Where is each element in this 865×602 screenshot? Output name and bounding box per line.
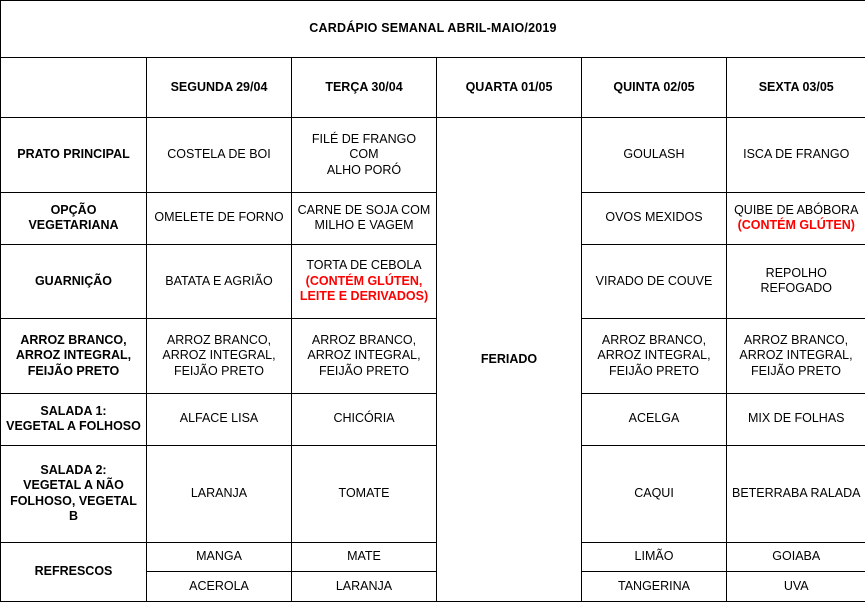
cell-prato-principal-segunda: COSTELA DE BOI — [146, 117, 292, 193]
cell-text-line: FEIJÃO PRETO — [608, 363, 700, 378]
title-row: CARDÁPIO SEMANAL ABRIL-MAIO/2019 — [0, 0, 865, 58]
cell-text-line: ARROZ BRANCO, — [601, 332, 707, 347]
cell-prato-principal-quinta: GOULASH — [581, 117, 727, 193]
cell-guarnicao-sexta: REPOLHO REFOGADO — [726, 243, 865, 320]
cell-opcao-vegetariana-segunda: OMELETE DE FORNO — [146, 191, 292, 245]
allergen-warning-gluten: (CONTÉM GLÚTEN) — [737, 218, 855, 233]
table-row: ACEROLA LARANJA TANGERINA UVA — [1, 571, 865, 602]
allergen-warning-gluten-line1: (CONTÉM GLÚTEN, — [305, 273, 423, 288]
cell-text-line: FILÉ DE FRANGO COM — [311, 131, 417, 162]
cell-text-line: TORTA DE CEBOLA — [306, 258, 422, 273]
cell-refrescos1-quinta: LIMÃO — [581, 541, 727, 573]
cell-text-line: ARROZ INTEGRAL, — [162, 348, 276, 363]
cell-refrescos2-terca: LARANJA — [291, 571, 437, 602]
row-label-opcao-vegetariana: OPÇÃO VEGETARIANA — [0, 191, 147, 245]
day-header-row: SEGUNDA 29/04 TERÇA 30/04 QUARTA 01/05 Q… — [0, 57, 865, 118]
row-label-salada-2: SALADA 2: VEGETAL A NÃO FOLHOSO, VEGETAL… — [0, 444, 147, 543]
cell-holiday-quarta: FERIADO — [436, 117, 582, 602]
cell-graos-segunda: ARROZ BRANCO, ARROZ INTEGRAL, FEIJÃO PRE… — [146, 318, 292, 394]
cell-graos-quinta: ARROZ BRANCO, ARROZ INTEGRAL, FEIJÃO PRE… — [581, 318, 727, 394]
cell-refrescos2-segunda: ACEROLA — [146, 571, 292, 602]
row-label-refrescos: REFRESCOS — [0, 541, 147, 602]
cell-refrescos1-segunda: MANGA — [146, 541, 292, 573]
cell-salada2-sexta: BETERRABA RALADA — [726, 444, 865, 543]
table-row: ARROZ BRANCO, ARROZ INTEGRAL, FEIJÃO PRE… — [0, 318, 865, 394]
cell-text-line: QUIBE DE ABÓBORA — [734, 202, 859, 217]
cell-opcao-vegetariana-quinta: OVOS MEXIDOS — [581, 191, 727, 245]
cell-salada1-segunda: ALFACE LISA — [146, 392, 292, 446]
cell-salada1-terca: CHICÓRIA — [291, 392, 437, 446]
cell-refrescos2-sexta: UVA — [726, 571, 865, 602]
cell-salada2-segunda: LARANJA — [146, 444, 292, 543]
day-header-segunda: SEGUNDA 29/04 — [146, 57, 292, 118]
cell-text-line: CARNE DE SOJA COM — [297, 202, 431, 217]
cell-prato-principal-sexta: ISCA DE FRANGO — [726, 117, 865, 193]
cell-text-line: FOLHOSO, VEGETAL B — [10, 493, 137, 524]
table-row: REFRESCOS MANGA MATE LIMÃO GOIABA — [0, 541, 865, 602]
row-label-salada-1: SALADA 1: VEGETAL A FOLHOSO — [0, 392, 147, 446]
cell-text-line: SALADA 2: — [40, 462, 107, 477]
cell-opcao-vegetariana-terca: CARNE DE SOJA COM MILHO E VAGEM — [291, 191, 437, 245]
cell-salada2-quinta: CAQUI — [581, 444, 727, 543]
table-row: PRATO PRINCIPAL COSTELA DE BOI FILÉ DE F… — [0, 117, 865, 602]
cell-text-line: VEGETAL A NÃO — [23, 478, 124, 493]
cell-text-line: FEIJÃO PRETO — [750, 363, 842, 378]
allergen-warning-gluten-line2: LEITE E DERIVADOS) — [299, 289, 429, 304]
cell-salada1-quinta: ACELGA — [581, 392, 727, 446]
cell-text-line: FEIJÃO PRETO — [318, 363, 410, 378]
cell-text-line: ARROZ BRANCO, — [743, 332, 849, 347]
cell-text-line: ARROZ BRANCO, — [311, 332, 417, 347]
page-title: CARDÁPIO SEMANAL ABRIL-MAIO/2019 — [0, 0, 865, 58]
table-row: OPÇÃO VEGETARIANA OMELETE DE FORNO CARNE… — [0, 191, 865, 245]
cell-guarnicao-terca: TORTA DE CEBOLA (CONTÉM GLÚTEN, LEITE E … — [291, 243, 437, 320]
cell-refrescos1-sexta: GOIABA — [726, 541, 865, 573]
cell-text-line: ARROZ BRANCO, — [166, 332, 272, 347]
cell-text-line: FEIJÃO PRETO — [173, 363, 265, 378]
cell-graos-terca: ARROZ BRANCO, ARROZ INTEGRAL, FEIJÃO PRE… — [291, 318, 437, 394]
day-header-sexta: SEXTA 03/05 — [726, 57, 865, 118]
cell-text-line: ARROZ INTEGRAL, — [15, 348, 132, 363]
cell-refrescos1-terca: MATE — [291, 541, 437, 573]
cell-text-line: ARROZ BRANCO, — [20, 332, 127, 347]
cell-text-line: ARROZ INTEGRAL, — [739, 348, 853, 363]
row-label-graos: ARROZ BRANCO, ARROZ INTEGRAL, FEIJÃO PRE… — [0, 318, 147, 394]
cell-graos-sexta: ARROZ BRANCO, ARROZ INTEGRAL, FEIJÃO PRE… — [726, 318, 865, 394]
cell-text-line: ALHO PORÓ — [326, 162, 402, 177]
day-header-quarta: QUARTA 01/05 — [436, 57, 582, 118]
cell-refrescos2-quinta: TANGERINA — [581, 571, 727, 602]
day-header-terca: TERÇA 30/04 — [291, 57, 437, 118]
cell-prato-principal-terca: FILÉ DE FRANGO COM ALHO PORÓ — [291, 117, 437, 193]
cell-text-line: VEGETAL A FOLHOSO — [6, 419, 141, 434]
cell-text-line: ARROZ INTEGRAL, — [307, 348, 421, 363]
cell-opcao-vegetariana-sexta: QUIBE DE ABÓBORA (CONTÉM GLÚTEN) — [726, 191, 865, 245]
cell-guarnicao-segunda: BATATA E AGRIÃO — [146, 243, 292, 320]
cell-text-line: FEIJÃO PRETO — [27, 363, 120, 378]
cell-guarnicao-quinta: VIRADO DE COUVE — [581, 243, 727, 320]
table-corner-cell — [0, 57, 147, 118]
row-label-prato-principal: PRATO PRINCIPAL — [0, 117, 147, 193]
table-row: GUARNIÇÃO BATATA E AGRIÃO TORTA DE CEBOL… — [0, 243, 865, 320]
table-row: SALADA 1: VEGETAL A FOLHOSO ALFACE LISA … — [0, 392, 865, 446]
cell-salada1-sexta: MIX DE FOLHAS — [726, 392, 865, 446]
cell-salada2-terca: TOMATE — [291, 444, 437, 543]
cell-text-line: ARROZ INTEGRAL, — [597, 348, 711, 363]
cell-text-line: MILHO E VAGEM — [314, 218, 414, 233]
day-header-quinta: QUINTA 02/05 — [581, 57, 727, 118]
row-label-guarnicao: GUARNIÇÃO — [0, 243, 147, 320]
table-row: SALADA 2: VEGETAL A NÃO FOLHOSO, VEGETAL… — [0, 444, 865, 543]
cell-text-line: SALADA 1: — [40, 403, 107, 418]
